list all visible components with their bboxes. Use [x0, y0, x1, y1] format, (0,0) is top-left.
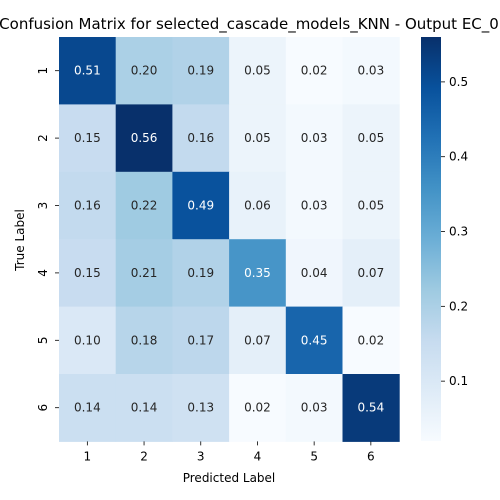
cell-value-r4-c3: 0.19 [187, 266, 214, 280]
heatmap-cell-r5-c5 [285, 306, 343, 375]
heatmap-cell-r6-c1 [59, 374, 117, 442]
chart-title: Confusion Matrix for selected_cascade_mo… [0, 15, 499, 34]
heatmap-cell-r4-c6 [342, 239, 400, 308]
cell-value-r1-c3: 0.19 [187, 64, 214, 78]
heatmap-cell-r4-c2 [115, 239, 173, 308]
x-tick-label: 3 [197, 449, 205, 463]
cell-value-r4-c5: 0.04 [301, 266, 328, 280]
heatmap-cell-r2-c2 [115, 104, 173, 173]
x-axis-ticks: 1 2 3 4 5 6 [84, 441, 375, 463]
cell-value-r5-c2: 0.18 [131, 333, 158, 347]
heatmap-cell-r6-c5 [285, 374, 343, 442]
cell-value-r3-c4: 0.06 [244, 199, 271, 213]
cell-value-r6-c2: 0.14 [131, 401, 158, 415]
cell-value-r6-c3: 0.13 [187, 401, 214, 415]
heatmap-cell-r1-c6 [342, 37, 400, 105]
heatmap-cell-r2-c6 [342, 104, 400, 173]
cell-value-r3-c1: 0.16 [74, 199, 101, 213]
heatmap-cell-r1-c4 [229, 37, 287, 105]
cell-value-r1-c1: 0.51 [74, 64, 101, 78]
x-tick-label: 2 [140, 449, 148, 463]
cell-value-r1-c2: 0.20 [131, 64, 158, 78]
y-tick-label: 4 [36, 269, 50, 277]
colorbar-ticks: 0.1 0.2 0.3 0.4 0.5 [441, 75, 468, 388]
colorbar-tick-label: 0.3 [449, 225, 468, 239]
y-tick-label: 3 [36, 202, 50, 210]
heatmap-cell-r4-c4 [229, 239, 287, 308]
cell-value-r2-c3: 0.16 [187, 131, 214, 145]
heatmap-cell-r3-c4 [229, 171, 287, 240]
x-tick-label: 6 [367, 449, 375, 463]
heatmap-cell-r1-c5 [285, 37, 343, 105]
heatmap-cell-r6-c4 [229, 374, 287, 442]
heatmap-cell-r5-c6 [342, 306, 400, 375]
heatmap-cell-r5-c1 [59, 306, 117, 375]
heatmap-cell-r3-c6 [342, 171, 400, 240]
cell-value-r4-c4: 0.35 [244, 266, 271, 280]
heatmap-cell-r1-c1 [59, 37, 117, 105]
cell-value-r2-c5: 0.03 [301, 131, 328, 145]
cell-value-r5-c3: 0.17 [187, 333, 214, 347]
cell-value-r1-c6: 0.03 [357, 64, 384, 78]
heatmap-cell-r3-c1 [59, 171, 117, 240]
y-tick-label: 1 [36, 67, 50, 75]
heatmap-cell-r6-c6 [342, 374, 400, 442]
cell-value-r2-c2: 0.56 [131, 131, 158, 145]
colorbar-tick-label: 0.5 [449, 75, 468, 89]
cell-value-r5-c5: 0.45 [301, 333, 328, 347]
cell-value-r6-c5: 0.03 [301, 401, 328, 415]
cell-value-r2-c1: 0.15 [74, 131, 101, 145]
colorbar-tick-label: 0.1 [449, 374, 468, 388]
heatmap-cell-r6-c2 [115, 374, 173, 442]
cell-value-r5-c1: 0.10 [74, 333, 101, 347]
cell-value-r4-c2: 0.21 [131, 266, 158, 280]
colorbar-tick-label: 0.2 [449, 299, 468, 313]
cell-value-r1-c5: 0.02 [301, 64, 328, 78]
x-tick-label: 4 [254, 449, 262, 463]
x-tick-label: 5 [310, 449, 318, 463]
heatmap-cell-r3-c2 [115, 171, 173, 240]
heatmap-cell-r4-c3 [172, 239, 230, 308]
heatmap-cell-r2-c3 [172, 104, 230, 173]
cell-value-r5-c6: 0.02 [357, 333, 384, 347]
heatmap-cell-r5-c3 [172, 306, 230, 375]
heatmap-cell-r5-c2 [115, 306, 173, 375]
cell-value-r3-c5: 0.03 [301, 199, 328, 213]
y-tick-label: 5 [36, 336, 50, 344]
cell-value-r3-c3: 0.49 [187, 199, 214, 213]
cell-value-r2-c4: 0.05 [244, 131, 271, 145]
cell-value-r3-c6: 0.05 [357, 199, 384, 213]
cell-value-r4-c1: 0.15 [74, 266, 101, 280]
heatmap-cell-r2-c4 [229, 104, 287, 173]
cell-value-r6-c1: 0.14 [74, 401, 101, 415]
heatmap-cell-r2-c5 [285, 104, 343, 173]
y-tick-label: 6 [36, 404, 50, 412]
heatmap-cell-r5-c4 [229, 306, 287, 375]
heatmap-cell-r1-c2 [115, 37, 173, 105]
y-axis-label: True Label [13, 209, 27, 272]
cell-value-r2-c6: 0.05 [357, 131, 384, 145]
x-tick-label: 1 [84, 449, 92, 463]
heatmap-cell-r4-c5 [285, 239, 343, 308]
y-tick-label: 2 [36, 134, 50, 142]
cell-value-r6-c6: 0.54 [357, 401, 384, 415]
cell-value-r3-c2: 0.22 [131, 199, 158, 213]
y-axis-ticks: 1 2 3 4 5 6 [36, 67, 59, 412]
heatmap-cell-r2-c1 [59, 104, 117, 173]
heatmap-cells: 0.51 0.20 0.19 0.05 0.02 0.03 0.15 0.56 0.16 0.05… [59, 37, 400, 442]
heatmap-cell-r3-c3 [172, 171, 230, 240]
heatmap-cell-r3-c5 [285, 171, 343, 240]
heatmap-cell-r4-c1 [59, 239, 117, 308]
colorbar [421, 37, 441, 441]
heatmap-cell-r6-c3 [172, 374, 230, 442]
x-axis-label: Predicted Label [183, 471, 276, 485]
cell-value-r5-c4: 0.07 [244, 333, 271, 347]
cell-value-r6-c4: 0.02 [244, 401, 271, 415]
cell-value-r1-c4: 0.05 [244, 64, 271, 78]
cell-value-r4-c6: 0.07 [357, 266, 384, 280]
heatmap-cell-r1-c3 [172, 37, 230, 105]
colorbar-tick-label: 0.4 [449, 150, 468, 164]
